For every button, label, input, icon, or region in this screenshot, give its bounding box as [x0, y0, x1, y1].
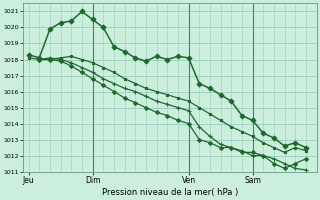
X-axis label: Pression niveau de la mer( hPa ): Pression niveau de la mer( hPa ) [102, 188, 238, 197]
